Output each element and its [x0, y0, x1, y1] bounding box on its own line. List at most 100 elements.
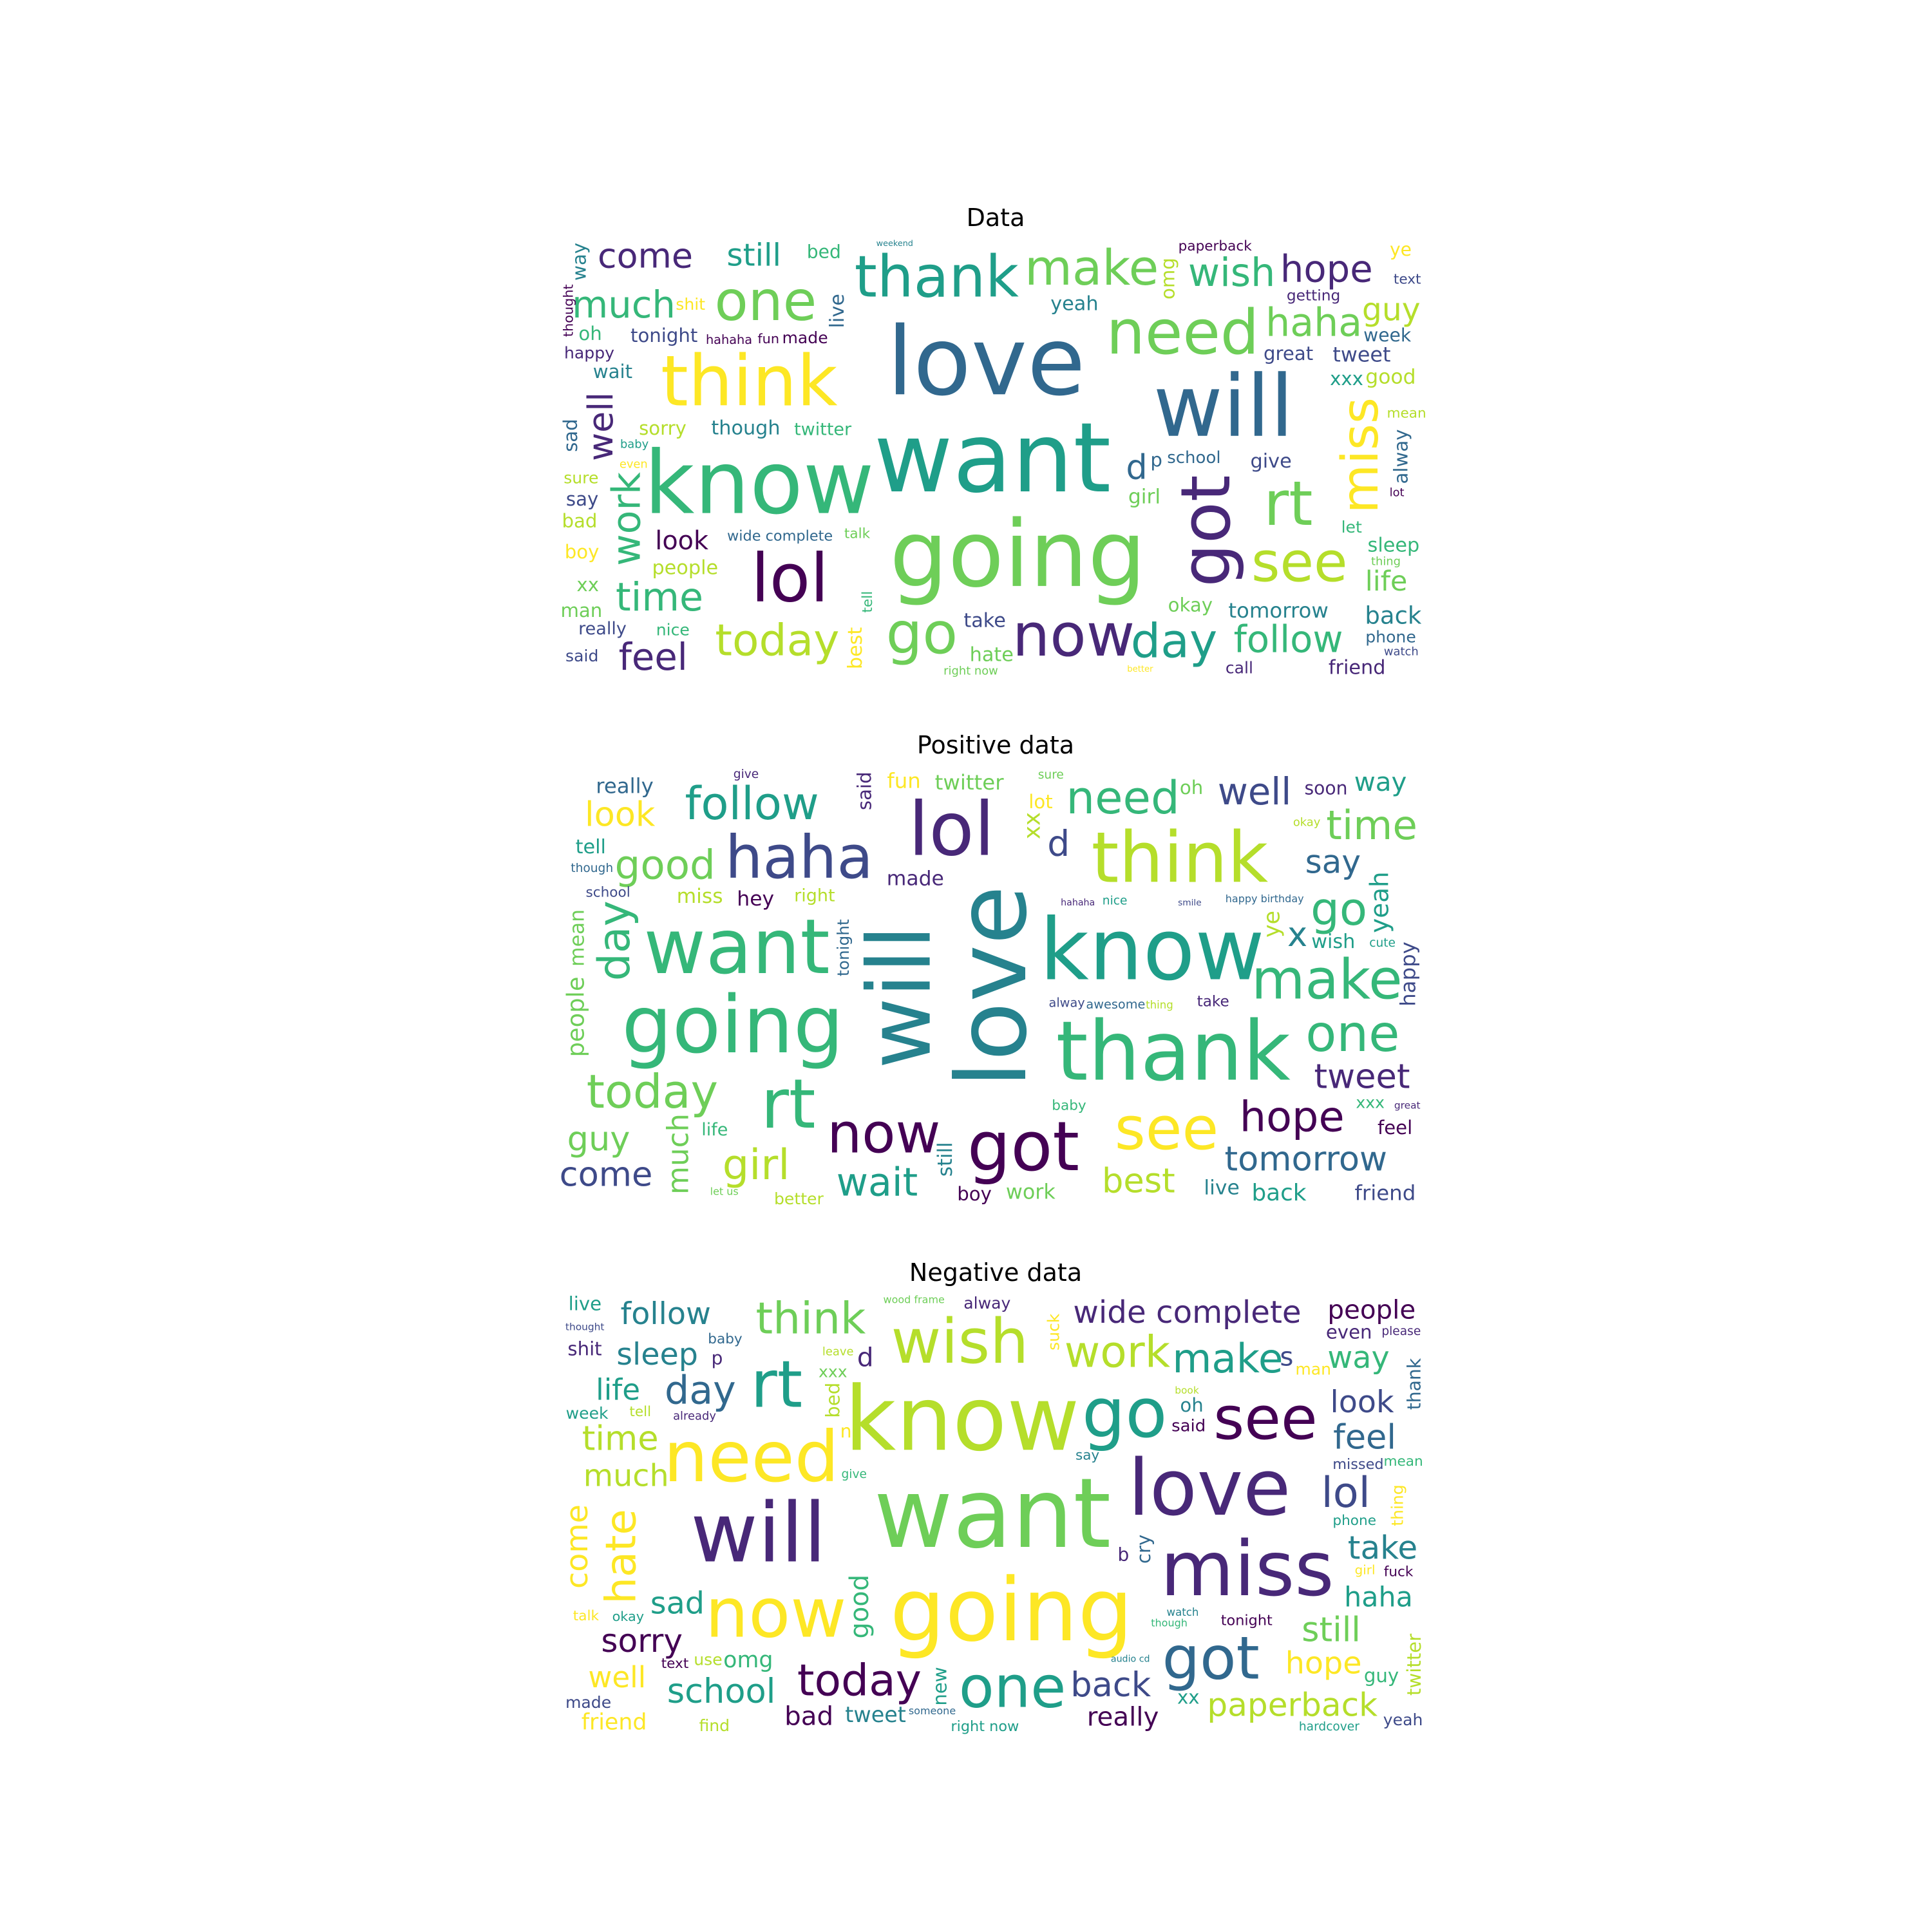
- word-though: though: [1151, 1616, 1188, 1629]
- word-guy: guy: [1362, 291, 1421, 328]
- word-take: take: [963, 609, 1006, 632]
- word-way: way: [569, 243, 591, 281]
- word-wood-frame: wood frame: [884, 1293, 945, 1305]
- word-wish: wish: [1188, 251, 1275, 296]
- word-life: life: [1365, 565, 1408, 598]
- word-alway: alway: [1049, 995, 1085, 1010]
- word-day: day: [665, 1368, 736, 1414]
- word-now: now: [705, 1573, 846, 1653]
- word-p: p: [1150, 450, 1162, 471]
- word-still: still: [934, 1142, 957, 1177]
- word-x: x: [1287, 915, 1307, 954]
- word-tell: tell: [576, 836, 606, 858]
- word-let-us: let us: [710, 1185, 739, 1197]
- word-hope: hope: [1280, 247, 1373, 290]
- word-back: back: [1070, 1665, 1151, 1705]
- word-oh: oh: [1180, 777, 1203, 799]
- word-thank: thank: [1404, 1358, 1425, 1410]
- word-yeah: yeah: [1383, 1710, 1423, 1729]
- word-one: one: [1305, 1004, 1399, 1063]
- word-know: know: [844, 1367, 1079, 1471]
- word-man: man: [1295, 1359, 1331, 1378]
- word-best: best: [1102, 1162, 1175, 1201]
- word-fun: fun: [887, 769, 920, 793]
- word-xxx: xxx: [819, 1363, 848, 1381]
- word-best: best: [844, 627, 867, 670]
- word-go: go: [886, 600, 958, 667]
- word-said: said: [565, 647, 598, 665]
- word-okay: okay: [1168, 594, 1213, 616]
- word-better: better: [774, 1189, 824, 1208]
- word-go: go: [1082, 1374, 1168, 1454]
- word-bed: bed: [807, 242, 841, 263]
- word-love: love: [936, 886, 1048, 1088]
- word-give: give: [1250, 450, 1291, 473]
- word-think: think: [661, 341, 838, 422]
- word-rt: rt: [761, 1065, 815, 1144]
- word-miss: miss: [1160, 1525, 1334, 1613]
- word-way: way: [1327, 1340, 1389, 1376]
- word-take: take: [1197, 992, 1229, 1010]
- word-love: love: [887, 307, 1085, 417]
- word-happy-birthday: happy birthday: [1226, 893, 1304, 905]
- word-even: even: [620, 457, 648, 471]
- word-thank: thank: [1056, 1004, 1290, 1100]
- word-work: work: [1065, 1327, 1171, 1378]
- word-tell: tell: [629, 1404, 651, 1420]
- word-someone: someone: [909, 1705, 956, 1717]
- word-thing: thing: [1388, 1484, 1406, 1526]
- word-paperback: paperback: [1207, 1686, 1378, 1724]
- word-smile: smile: [1178, 898, 1202, 908]
- word-going: going: [889, 501, 1146, 608]
- word-happy: happy: [1396, 942, 1420, 1007]
- word-really: really: [1087, 1701, 1159, 1732]
- word-give: give: [841, 1468, 866, 1481]
- word-go: go: [1311, 882, 1367, 936]
- word-got: got: [1162, 1624, 1260, 1693]
- word-time: time: [1326, 802, 1417, 849]
- word-follow: follow: [685, 777, 819, 830]
- word-wide-complete: wide complete: [727, 528, 833, 545]
- word-tomorrow: tomorrow: [1228, 598, 1329, 623]
- word-boy: boy: [565, 541, 600, 563]
- word-take: take: [1348, 1528, 1417, 1566]
- word-hahaha: hahaha: [1061, 898, 1095, 908]
- word-see: see: [1213, 1383, 1317, 1453]
- word-see: see: [1251, 531, 1348, 595]
- word-okay: okay: [612, 1609, 644, 1624]
- word-tonight: tonight: [1221, 1612, 1273, 1629]
- word-bad: bad: [784, 1700, 833, 1731]
- word-see: see: [1115, 1094, 1218, 1163]
- word-people: people: [652, 557, 718, 580]
- word-watch: watch: [1384, 645, 1419, 659]
- word-follow: follow: [621, 1296, 711, 1332]
- word-use: use: [694, 1650, 722, 1669]
- word-week: week: [566, 1404, 609, 1423]
- word-thank: thank: [855, 243, 1019, 310]
- word-omg: omg: [1157, 258, 1179, 299]
- word-tonight: tonight: [630, 325, 697, 346]
- word-great: great: [1264, 343, 1313, 365]
- word-good: good: [615, 841, 715, 888]
- word-shit: shit: [676, 295, 705, 314]
- word-already: already: [673, 1409, 716, 1423]
- word-baby: baby: [620, 438, 649, 451]
- word-sorry: sorry: [601, 1622, 683, 1660]
- word-sure: sure: [1038, 768, 1064, 782]
- word-thing: thing: [1146, 999, 1173, 1011]
- word-though: though: [571, 862, 613, 875]
- word-need: need: [663, 1416, 839, 1498]
- word-thought: thought: [565, 1321, 605, 1333]
- word-say: say: [1075, 1447, 1099, 1463]
- word-twitter: twitter: [935, 770, 1005, 795]
- word-guy: guy: [1364, 1665, 1399, 1687]
- word-feel: feel: [1333, 1418, 1396, 1457]
- word-wide-complete: wide complete: [1073, 1294, 1301, 1331]
- word-going: going: [621, 979, 844, 1072]
- word-going: going: [890, 1560, 1133, 1661]
- word-got: got: [967, 1107, 1079, 1187]
- word-nice: nice: [1103, 894, 1128, 907]
- word-make: make: [1172, 1335, 1283, 1382]
- word-give: give: [734, 768, 759, 781]
- word-sad: sad: [650, 1586, 705, 1621]
